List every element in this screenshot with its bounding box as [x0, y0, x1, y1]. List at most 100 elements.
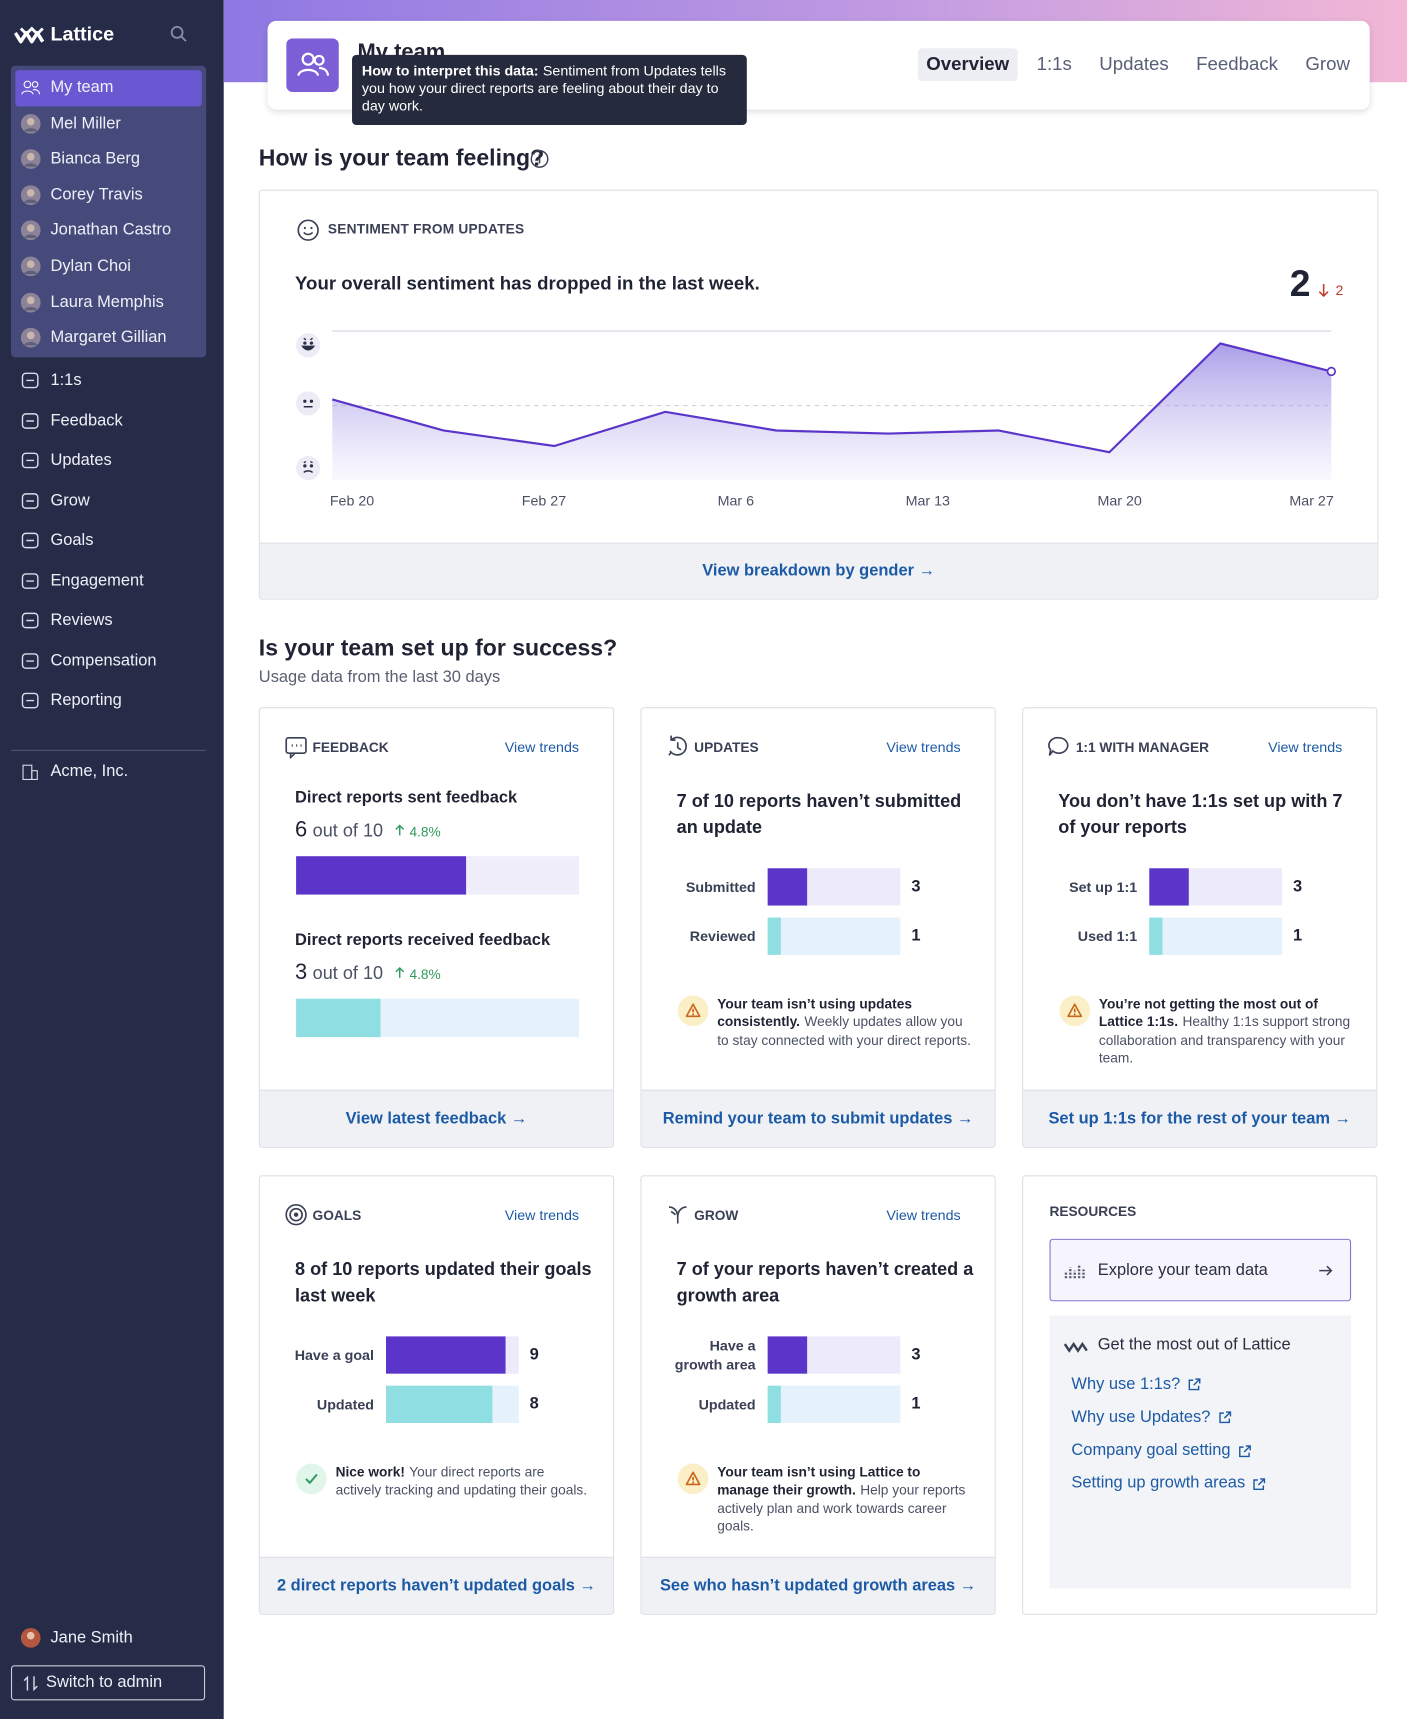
bar-track — [296, 998, 580, 1038]
icon-part — [31, 81, 39, 88]
bar-track — [767, 868, 901, 906]
explore-button[interactable]: Explore your team data — [1049, 1238, 1352, 1302]
resource-link-text[interactable]: Why use Updates? — [1071, 1407, 1211, 1427]
card-title: 7 of 10 reports haven’t submitted an upd… — [676, 791, 962, 838]
external-icon — [1188, 1377, 1201, 1391]
company[interactable]: Acme, Inc. — [50, 761, 129, 781]
footer-link[interactable]: View breakdown by gender → — [702, 561, 936, 580]
switch-button[interactable]: Switch to admin — [10, 1665, 206, 1701]
avatar — [20, 149, 41, 170]
switch-label[interactable]: Switch to admin — [46, 1672, 163, 1692]
resource-link-text[interactable]: Setting up growth areas — [1071, 1473, 1246, 1493]
icon-part — [669, 736, 687, 756]
icon-part — [26, 153, 35, 161]
card-label: SENTIMENT FROM UPDATES — [327, 221, 525, 237]
resource-link[interactable]: Why use 1:1s? — [1071, 1371, 1201, 1395]
footer-link[interactable]: View latest feedback → — [345, 1109, 528, 1129]
nav-item[interactable]: 1:1s — [50, 370, 82, 390]
nav-item[interactable]: Compensation — [50, 650, 157, 670]
trend-link[interactable]: View trends — [886, 1207, 961, 1224]
tab[interactable]: Feedback — [1196, 53, 1279, 75]
stat-row: 3 out of 10 4.8% — [295, 960, 441, 991]
explore-text[interactable]: Explore your team data — [1097, 1260, 1268, 1280]
tab[interactable]: 1:1s — [1036, 53, 1072, 75]
nav-icon — [21, 572, 40, 591]
header-icon — [286, 38, 339, 93]
bar — [386, 1385, 493, 1423]
nav-item[interactable]: Reviews — [50, 610, 113, 630]
sentiment-card: SENTIMENT FROM UPDATES Your overall senti… — [258, 189, 1379, 600]
nav-item[interactable]: Reporting — [50, 690, 122, 710]
tab[interactable]: Updates — [1099, 53, 1169, 75]
team-member[interactable]: Bianca Berg — [50, 149, 141, 168]
resource-link[interactable]: Why use Updates? — [1071, 1405, 1231, 1429]
avatar — [20, 113, 41, 134]
note-bold: Nice work! — [335, 1464, 405, 1481]
footer-link[interactable]: Set up 1:1s for the rest of your team → — [1048, 1109, 1352, 1129]
trend-link[interactable]: View trends — [504, 1207, 580, 1224]
icon-part — [395, 967, 405, 978]
icon-part — [31, 770, 38, 781]
nav-item[interactable]: Engagement — [50, 570, 144, 590]
card-label: 1:1 WITH MANAGER — [1075, 740, 1210, 756]
footer-link[interactable]: 2 direct reports haven’t updated goals → — [276, 1576, 596, 1596]
icon-part — [23, 1675, 38, 1692]
trend-link[interactable]: View trends — [504, 738, 580, 756]
trend-link[interactable]: View trends — [1268, 738, 1343, 756]
metric-card: GOALS View trends 8 of 10 reports updated … — [258, 1175, 615, 1615]
team-member[interactable]: Dylan Choi — [50, 256, 131, 276]
face-icon — [296, 333, 321, 358]
icon-part — [1073, 1013, 1076, 1016]
divider — [10, 749, 207, 751]
nav-item[interactable]: Updates — [50, 450, 112, 470]
search[interactable] — [169, 24, 189, 44]
team-member[interactable]: Mel Miller — [50, 113, 121, 133]
note-text: Your direct reports are actively trackin… — [335, 1464, 588, 1498]
team-member[interactable]: Jonathan Castro — [50, 220, 172, 240]
icon-part — [23, 80, 32, 89]
footer-link[interactable]: See who hasn’t updated growth areas → — [659, 1576, 977, 1596]
team-member[interactable]: Laura Memphis — [50, 292, 164, 311]
stat-change-text: 4.8% — [409, 966, 441, 983]
sidebar: Lattice My team Mel Miller Bianca Berg Corey… — [0, 0, 224, 1719]
nav-icon — [21, 652, 40, 671]
stat-change: 4.8% — [395, 967, 441, 982]
logo-mark — [13, 24, 47, 44]
icon-part — [303, 226, 306, 230]
tab[interactable]: Grow — [1305, 53, 1350, 75]
face — [296, 333, 321, 358]
card-icon — [284, 1203, 308, 1227]
nav-item[interactable]: Feedback — [50, 410, 123, 430]
icon-part — [21, 572, 39, 589]
user-name[interactable]: Jane Smith — [50, 1628, 133, 1647]
icon-part — [180, 36, 187, 42]
team-member[interactable]: Margaret Gillian — [50, 327, 167, 347]
icon-part — [538, 154, 541, 157]
icon-part — [692, 1481, 695, 1484]
tab[interactable]: Overview — [917, 48, 1018, 82]
bar-value: 8 — [529, 1394, 539, 1414]
icon-part — [1188, 1378, 1201, 1391]
resource-link-text[interactable]: Why use 1:1s? — [1071, 1374, 1181, 1393]
stat-change: 4.8% — [395, 824, 441, 840]
trend-link[interactable]: View trends — [886, 738, 961, 756]
icon-part — [21, 532, 39, 549]
resource-link-text[interactable]: Company goal setting — [1071, 1440, 1231, 1460]
resource-link[interactable]: Company goal setting — [1071, 1438, 1251, 1462]
avatar — [20, 327, 41, 348]
team-member[interactable]: Corey Travis — [50, 185, 143, 204]
nav-item[interactable]: Grow — [50, 490, 90, 510]
team-member[interactable]: My team — [50, 77, 114, 97]
nav-item[interactable]: Goals — [50, 530, 94, 550]
icon-part — [285, 1204, 307, 1226]
mouth — [301, 345, 316, 351]
bar — [767, 1336, 808, 1374]
icon-part — [170, 25, 187, 42]
icon-part — [677, 1463, 709, 1495]
footer-link[interactable]: Remind your team to submit updates → — [662, 1109, 974, 1129]
icon-part — [1219, 1411, 1231, 1424]
nav-icon — [21, 412, 40, 431]
bar — [767, 1385, 781, 1423]
bar-label: Used 1:1 — [1077, 928, 1138, 945]
resource-link[interactable]: Setting up growth areas — [1071, 1471, 1266, 1495]
